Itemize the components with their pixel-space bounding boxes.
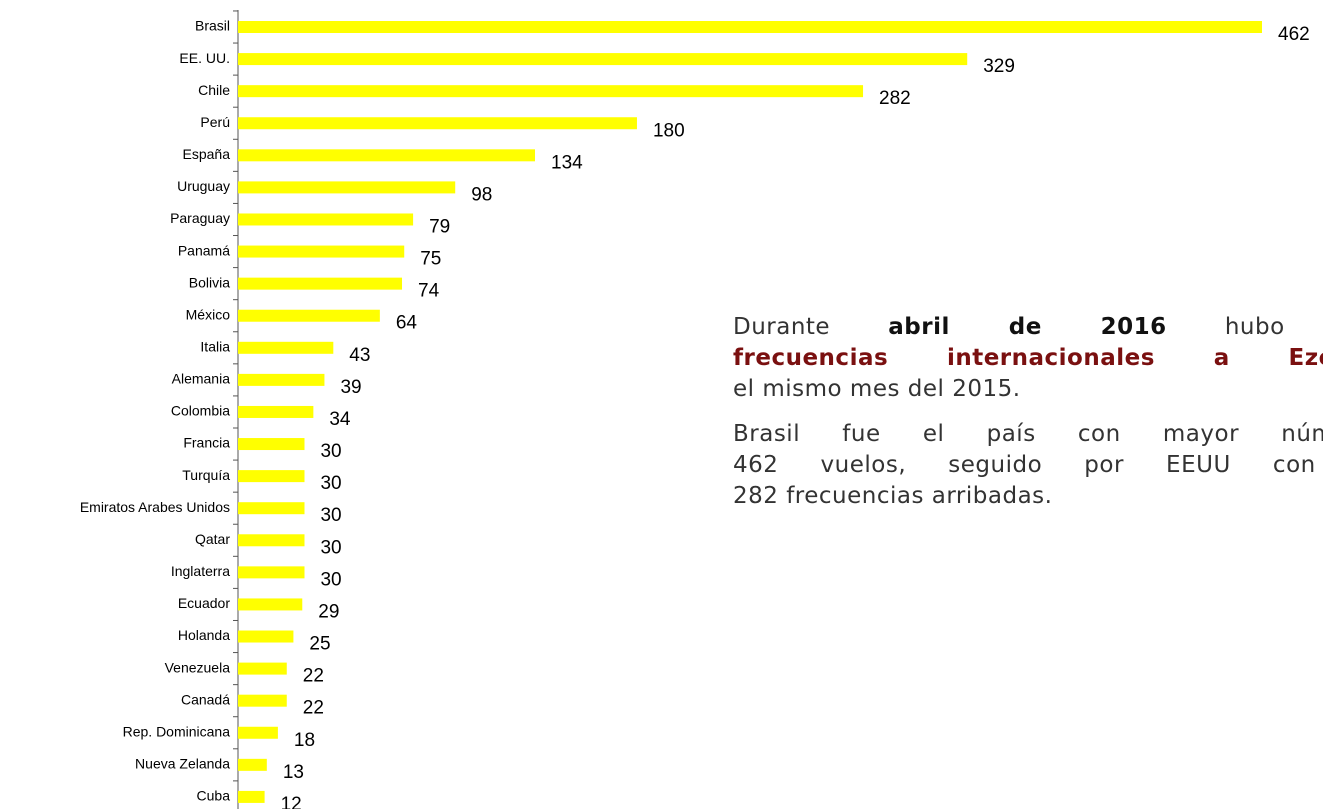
- bar: [238, 694, 287, 707]
- paragraph: Brasil fue el país con mayor número 462 v…: [733, 419, 1323, 512]
- category-label: Cuba: [197, 788, 231, 804]
- value-label: 30: [320, 569, 341, 590]
- text-segment: el mismo mes del 2015.: [733, 376, 1021, 402]
- bar: [238, 502, 305, 515]
- value-label: 30: [320, 505, 341, 526]
- text-line: el mismo mes del 2015.: [733, 374, 1323, 405]
- bar: [238, 341, 334, 354]
- value-label: 98: [471, 184, 492, 205]
- category-label: Colombia: [171, 403, 230, 419]
- category-label: Venezuela: [165, 659, 231, 675]
- bar: [238, 405, 314, 418]
- bar: [238, 149, 536, 162]
- value-label: 25: [309, 634, 330, 655]
- text-block: Durante abril de 2016 hubo unfrecuencias…: [733, 312, 1323, 526]
- text-line: Brasil fue el país con mayor número: [733, 419, 1323, 450]
- bar: [238, 662, 287, 675]
- category-label: Paraguay: [170, 210, 230, 226]
- text-line: frecuencias internacionales a Ezeiza: [733, 343, 1323, 374]
- value-label: 30: [320, 537, 341, 558]
- bar: [238, 213, 414, 226]
- bar: [238, 117, 637, 130]
- value-label: 29: [318, 601, 339, 622]
- value-label: 30: [320, 441, 341, 462]
- value-label: 34: [329, 409, 351, 430]
- bar: [238, 309, 380, 322]
- category-label: Nueva Zelanda: [135, 756, 230, 772]
- value-label: 74: [418, 281, 440, 302]
- bar: [238, 53, 968, 66]
- category-label: Emiratos Arabes Unidos: [80, 499, 230, 515]
- text-segment: hubo un: [1224, 314, 1285, 340]
- value-label: 134: [551, 152, 583, 173]
- bar: [238, 181, 456, 194]
- value-label: 22: [303, 698, 324, 719]
- value-label: 329: [983, 56, 1015, 77]
- value-label: 79: [429, 216, 450, 237]
- value-label: 75: [420, 249, 441, 270]
- text-segment: abril de 2016: [888, 314, 1167, 340]
- bar: [238, 85, 864, 98]
- category-label: Panamá: [178, 242, 230, 258]
- value-label: 282: [879, 88, 911, 109]
- bar: [238, 438, 305, 451]
- value-label: 30: [320, 473, 341, 494]
- text-line: 462 vuelos, seguido por EEUU con 3: [733, 450, 1323, 481]
- bar: [238, 21, 1262, 33]
- category-label: Qatar: [195, 531, 230, 547]
- category-label: Rep. Dominicana: [123, 723, 231, 739]
- value-label: 39: [340, 377, 361, 398]
- bar: [238, 566, 305, 579]
- category-label: Italia: [200, 339, 230, 355]
- category-label: Perú: [200, 114, 230, 130]
- value-label: 180: [653, 120, 685, 141]
- bar: [238, 630, 294, 643]
- category-label: Uruguay: [177, 178, 230, 194]
- text-segment: frecuencias internacionales a Ezeiza: [733, 345, 1323, 371]
- bar: [238, 598, 303, 611]
- category-label: México: [186, 306, 231, 322]
- category-label: Francia: [183, 435, 230, 451]
- text-segment: 462 vuelos, seguido por EEUU con 3: [733, 452, 1323, 478]
- category-label: Alemania: [172, 371, 231, 387]
- category-label: Bolivia: [189, 274, 230, 290]
- bar: [238, 758, 267, 771]
- value-label: 13: [283, 762, 304, 783]
- bar: [238, 470, 305, 483]
- bar: [238, 277, 403, 290]
- text-segment: Durante: [733, 314, 889, 340]
- value-label: 22: [303, 666, 324, 687]
- category-label: EE. UU.: [179, 50, 230, 66]
- bar: [238, 534, 305, 547]
- paragraph: Durante abril de 2016 hubo unfrecuencias…: [733, 312, 1323, 405]
- category-label: Chile: [198, 82, 230, 98]
- category-label: Holanda: [178, 627, 230, 643]
- value-label: 64: [396, 313, 418, 334]
- text-segment: 282 frecuencias arribadas.: [733, 483, 1053, 509]
- bar: [238, 373, 325, 386]
- category-label: Turquía: [182, 467, 230, 483]
- bar: [238, 726, 278, 739]
- value-label: 462: [1278, 24, 1310, 45]
- value-label: 12: [281, 794, 302, 809]
- category-label: Ecuador: [178, 595, 230, 611]
- category-label: Brasil: [195, 18, 230, 34]
- category-label: Inglaterra: [171, 563, 230, 579]
- text-segment: Brasil fue el país con mayor número: [733, 421, 1323, 447]
- category-label: España: [183, 146, 231, 162]
- text-line: Durante abril de 2016 hubo un: [733, 312, 1323, 343]
- bar: [238, 245, 405, 258]
- category-label: Canadá: [181, 691, 230, 707]
- bar: [238, 790, 265, 803]
- text-line: 282 frecuencias arribadas.: [733, 481, 1323, 512]
- value-label: 43: [349, 345, 370, 366]
- value-label: 18: [294, 730, 315, 751]
